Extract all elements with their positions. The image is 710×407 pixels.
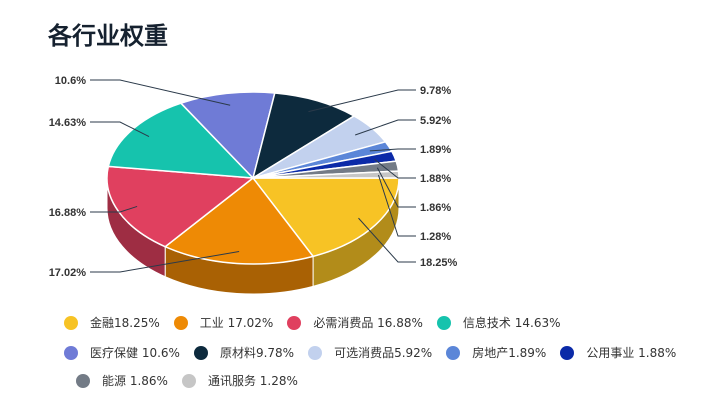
- legend-label: 工业 17.02%: [199, 316, 274, 330]
- legend-label: 必需消费品 16.88%: [313, 316, 423, 330]
- legend-dot-icon: [64, 345, 78, 360]
- legend-label: 公用事业 1.88%: [586, 346, 677, 360]
- legend-row-2: 医疗保健 10.6% 原材料9.78% 可选消费品5.92% 房地产1.89% …: [64, 344, 690, 361]
- legend-item[interactable]: 可选消费品5.92%: [308, 344, 432, 361]
- legend-label: 原材料9.78%: [219, 346, 295, 360]
- leader-line: [377, 174, 416, 237]
- leader-line: [90, 121, 150, 137]
- pie-slice-医疗保健: [179, 91, 276, 180]
- legend-label: 可选消费品5.92%: [334, 346, 433, 360]
- legend-dot-icon: [308, 345, 323, 360]
- legend-item[interactable]: 公用事业 1.88%: [560, 344, 676, 361]
- legend-dot-icon: [193, 345, 208, 360]
- leader-line: [376, 167, 416, 208]
- legend-item[interactable]: 能源 1.86%: [76, 372, 168, 389]
- legend-dot-icon: [446, 345, 461, 360]
- data-label: 5.92%: [420, 115, 451, 127]
- pie-slice-金融: [251, 177, 400, 258]
- leader-line: [90, 251, 240, 273]
- legend-item[interactable]: 必需消费品 16.88%: [287, 314, 423, 331]
- legend-dot-icon: [560, 345, 575, 360]
- page-title: 各行业权重: [48, 22, 168, 50]
- legend-item[interactable]: 医疗保健 10.6%: [64, 344, 180, 361]
- legend-item[interactable]: 信息技术 14.63%: [436, 314, 561, 331]
- pie-slice-信息技术: [107, 102, 255, 179]
- data-label: 1.28%: [420, 231, 451, 243]
- legend-label: 医疗保健 10.6%: [90, 346, 180, 360]
- data-label: 18.25%: [420, 257, 458, 269]
- legend-label: 通讯服务 1.28%: [207, 374, 298, 388]
- data-label: 10.6%: [55, 75, 86, 87]
- leader-line: [374, 158, 416, 179]
- legend-label: 房地产1.89%: [472, 346, 547, 360]
- data-label: 1.89%: [420, 144, 451, 156]
- legend-dot-icon: [64, 315, 78, 330]
- legend-dot-icon: [173, 315, 188, 330]
- pie-slices-group: [106, 91, 400, 265]
- leader-line: [308, 89, 416, 113]
- pie-slice-工业: [163, 176, 315, 265]
- pie-slice-原材料: [251, 92, 356, 180]
- legend-item[interactable]: 通讯服务 1.28%: [181, 372, 298, 389]
- legend-row-3: 能源 1.86% 通讯服务 1.28%: [76, 372, 312, 389]
- data-label: 14.63%: [49, 117, 87, 129]
- legend-dot-icon: [287, 315, 302, 330]
- legend-label: 能源 1.86%: [102, 374, 168, 388]
- leader-lines-group: [90, 79, 416, 273]
- leader-line: [355, 119, 416, 136]
- pie-slice-必需消费品: [106, 165, 255, 248]
- legend-dot-icon: [76, 373, 90, 388]
- legend-dot-icon: [436, 315, 451, 330]
- data-label: 16.88%: [49, 207, 87, 219]
- data-label: 1.88%: [420, 173, 451, 185]
- data-labels-group: 18.25% 17.02% 16.88% 14.63% 10.6% 9.78% 5.92% 1…: [49, 75, 458, 279]
- legend-label: 信息技术 14.63%: [462, 316, 561, 330]
- leader-line: [369, 148, 416, 152]
- pie-chart: 18.25% 17.02% 16.88% 14.63% 10.6% 9.78% 5.92% 1…: [49, 75, 458, 295]
- legend-item[interactable]: 房地产1.89%: [446, 344, 546, 361]
- leader-line: [358, 217, 416, 263]
- legend-label: 金融18.25%: [90, 316, 160, 330]
- legend-dot-icon: [181, 373, 196, 388]
- data-label: 17.02%: [49, 267, 87, 279]
- legend-item[interactable]: 金融18.25%: [64, 314, 160, 331]
- leader-line: [90, 205, 138, 213]
- data-label: 1.86%: [420, 202, 451, 214]
- legend-item[interactable]: 原材料9.78%: [193, 344, 295, 361]
- data-label: 9.78%: [420, 85, 451, 97]
- leader-line: [90, 79, 231, 106]
- legend-item[interactable]: 工业 17.02%: [173, 314, 274, 331]
- legend-row-1: 金融18.25% 工业 17.02% 必需消费品 16.88% 信息技术 14.…: [64, 314, 575, 331]
